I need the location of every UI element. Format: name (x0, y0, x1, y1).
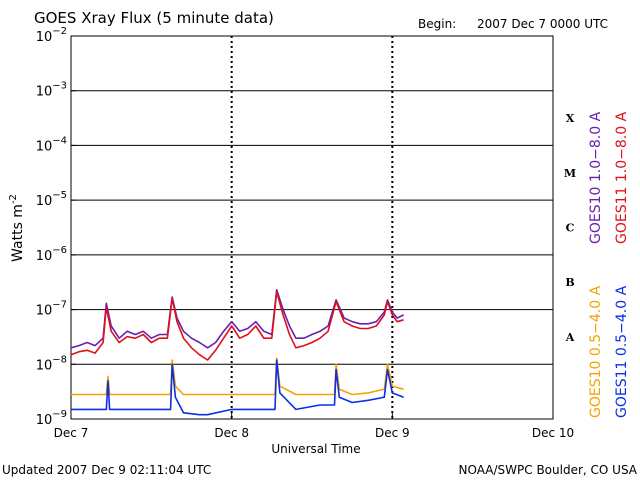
x-axis-label: Universal Time (271, 442, 360, 456)
x-axis-tick-labels: Dec 7 Dec 8 Dec 9 Dec 10 (54, 413, 574, 440)
y-axis-label: Watts m-2 (8, 194, 26, 262)
flare-class-label: C (566, 222, 575, 235)
y-tick-label: 10−3 (36, 81, 67, 100)
plot-area (70, 35, 554, 420)
y-tick-label: 10−7 (36, 300, 67, 319)
y-tick-label: 10−6 (36, 245, 67, 264)
series-line (71, 357, 404, 396)
x-tick-label: Dec 10 (532, 426, 574, 440)
legend-goes11-short: GOES11 0.5−4.0 A (614, 285, 630, 418)
y-tick-label: 10−2 (36, 26, 67, 45)
decade-gridlines (71, 90, 553, 365)
flare-class-label: B (565, 276, 574, 289)
chart-title: GOES Xray Flux (5 minute data) (34, 9, 274, 27)
credit-text: NOAA/SWPC Boulder, CO USA (459, 463, 638, 477)
data-series (70, 288, 404, 416)
day-marker-lines (230, 36, 394, 419)
flare-class-label: M (564, 167, 576, 180)
y-tick-label: 10−9 (36, 409, 67, 428)
y-axis-tick-labels: 10−2 10−3 10−4 10−5 10−6 10−7 10−8 10−9 (36, 26, 76, 428)
y-tick-label: 10−4 (36, 135, 67, 154)
x-tick-label: Dec 8 (214, 426, 249, 440)
legend-goes10-short: GOES10 0.5−4.0 A (588, 285, 604, 418)
flare-class-labels: X M C B A (564, 112, 576, 344)
series-line (70, 291, 404, 361)
flare-class-label: A (565, 331, 575, 344)
begin-label: Begin: (418, 17, 456, 31)
series-line (70, 288, 404, 349)
legend-goes11-long: GOES11 1.0−8.0 A (614, 111, 630, 244)
y-tick-label: 10−8 (36, 354, 67, 373)
flare-class-label: X (566, 112, 575, 125)
begin-value: 2007 Dec 7 0000 UTC (477, 17, 608, 31)
x-tick-label: Dec 9 (375, 426, 410, 440)
legend-goes10-long: GOES10 1.0−8.0 A (588, 111, 604, 244)
y-tick-label: 10−5 (36, 190, 67, 209)
updated-timestamp: Updated 2007 Dec 9 02:11:04 UTC (2, 463, 211, 477)
series-line (71, 359, 404, 416)
x-tick-label: Dec 7 (54, 426, 89, 440)
